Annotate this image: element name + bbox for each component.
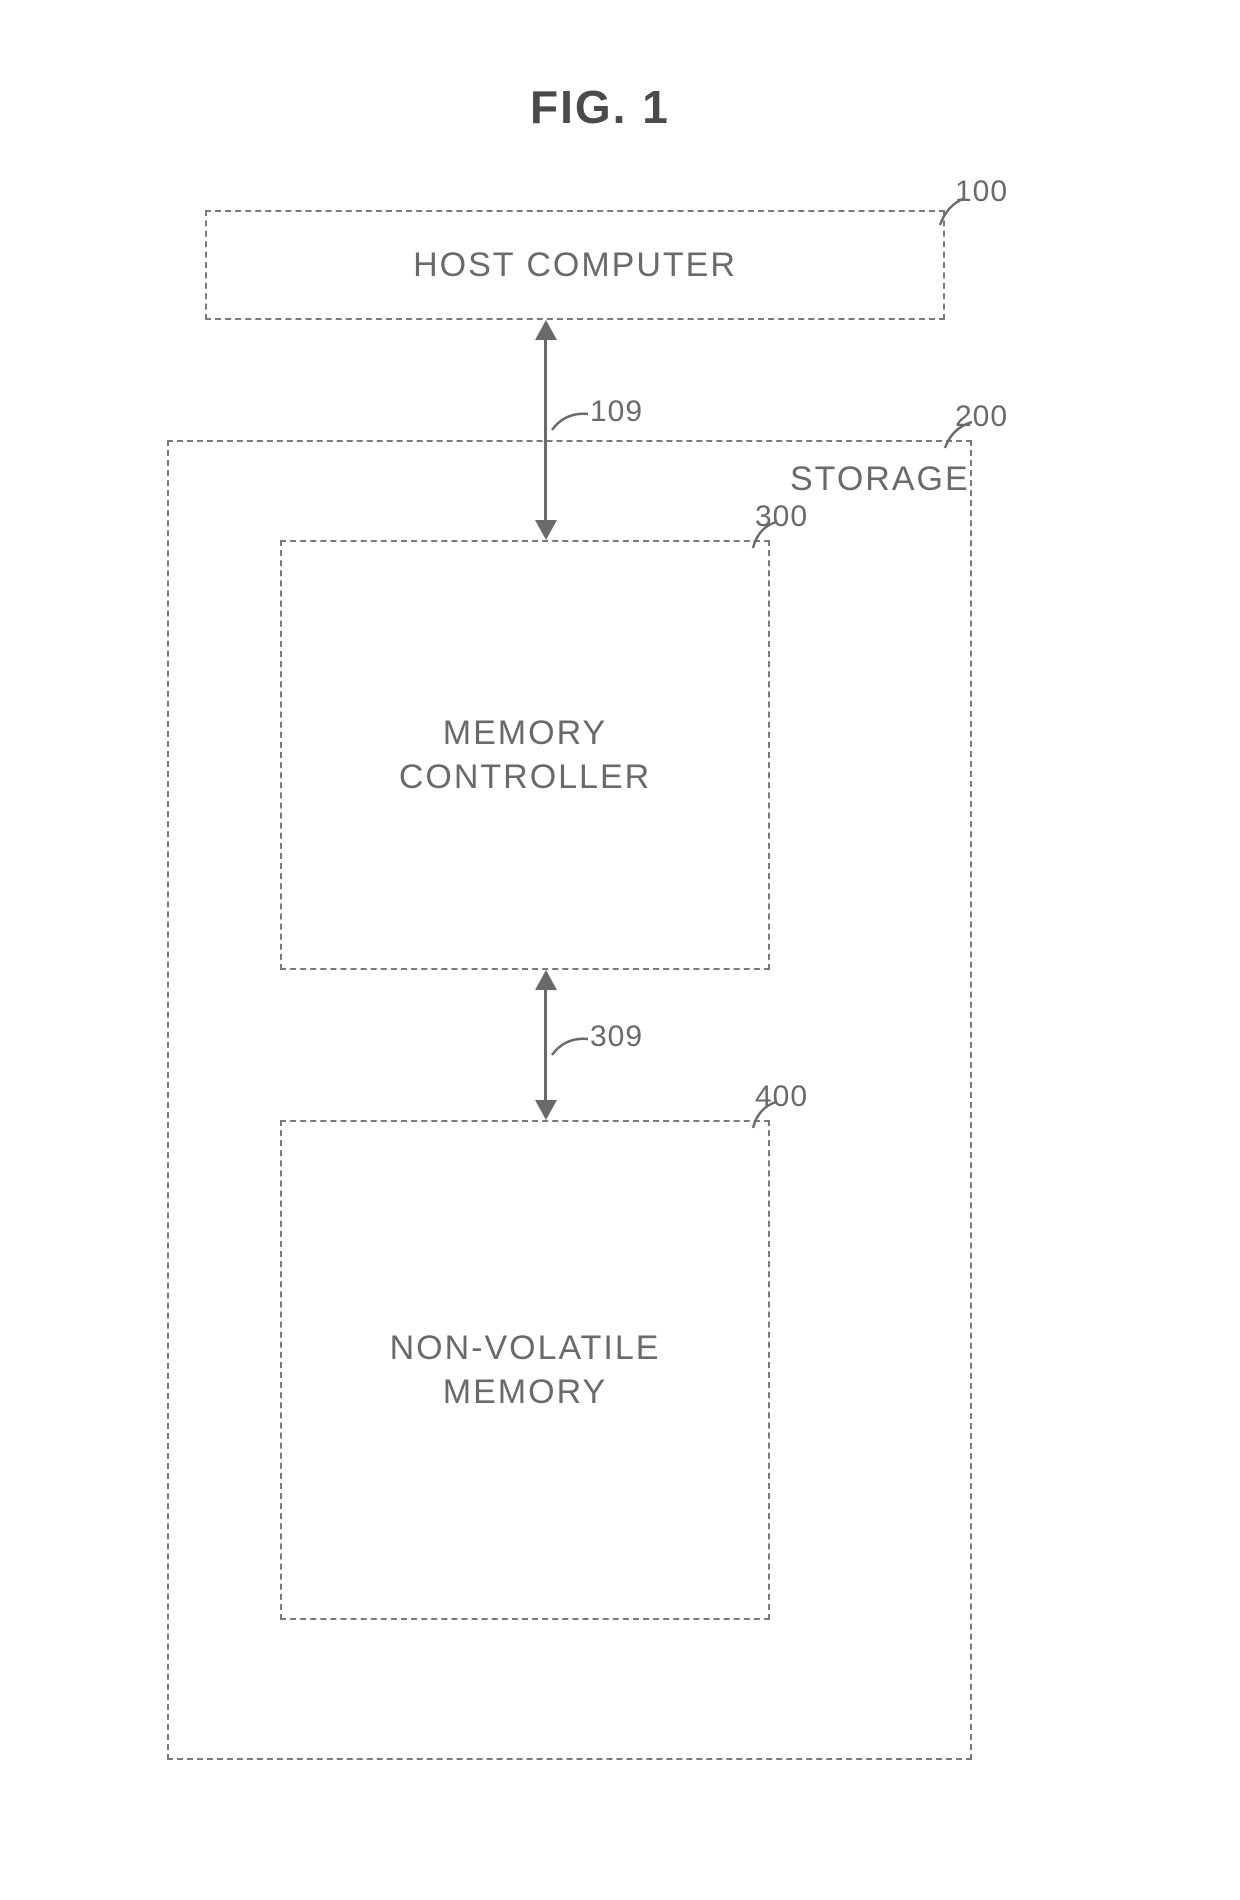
leader-200 — [940, 420, 982, 455]
leader-109 — [550, 410, 595, 440]
memory-controller-box: MEMORY CONTROLLER — [280, 540, 770, 970]
leader-100 — [935, 195, 975, 230]
ref-109: 109 — [590, 395, 643, 429]
ref-309: 309 — [590, 1020, 643, 1054]
leader-300 — [748, 520, 788, 555]
leader-309 — [550, 1035, 595, 1065]
nvm-label: NON-VOLATILE MEMORY — [390, 1326, 661, 1414]
leader-400 — [748, 1100, 788, 1135]
figure-title: FIG. 1 — [530, 80, 670, 134]
host-computer-label: HOST COMPUTER — [413, 243, 737, 287]
nvm-box: NON-VOLATILE MEMORY — [280, 1120, 770, 1620]
host-computer-box: HOST COMPUTER — [205, 210, 945, 320]
memory-controller-label: MEMORY CONTROLLER — [399, 711, 651, 799]
storage-label: STORAGE — [790, 460, 970, 499]
